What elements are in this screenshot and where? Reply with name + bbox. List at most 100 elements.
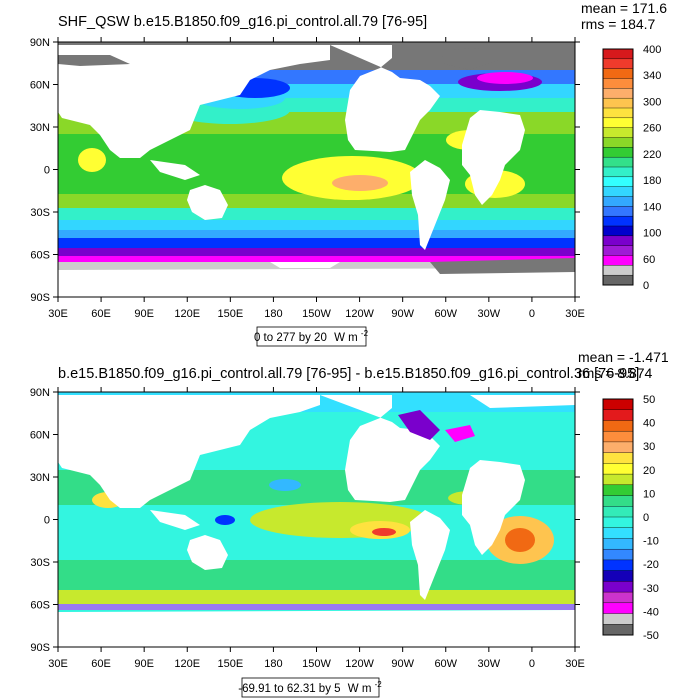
colorbar-swatch [602, 430, 634, 443]
panel-2-units-exp: -2 [375, 680, 383, 689]
panel-1-colorbar: 400 340 300 260 220 180 140 100 60 0 [602, 44, 661, 292]
lon-label: 90E [134, 308, 154, 320]
lon-label: 150E [217, 308, 243, 320]
panel-1-units: W m [334, 332, 358, 344]
lat-label: 60N [30, 80, 50, 92]
lon-label: 120E [174, 658, 200, 670]
lat-label: 30N [30, 472, 50, 484]
lat-label: 90S [30, 292, 50, 304]
panel-2-title: b.e15.B1850.f09_g16.pi_control.all.79 [7… [58, 366, 639, 382]
svg-text:-69.91 to 62.31 by 5 W: -69.91 to 62.31 by 5 W m -2 [238, 680, 382, 695]
lon-label: 0 [529, 658, 535, 670]
panel-2-range-box: -69.91 to 62.31 by 5 W m -2 [238, 677, 382, 698]
panel-1-range-box: 0 to 277 by 20 W m -2 [254, 326, 369, 347]
colorbar-swatch [602, 265, 634, 276]
colorbar-swatch [602, 117, 634, 129]
colorbar-swatch [602, 484, 634, 497]
colorbar-swatch [602, 506, 634, 518]
colorbar-swatch [602, 420, 634, 432]
colorbar-swatch [602, 137, 634, 148]
panel-1-map [58, 42, 575, 297]
lon-label: 150E [217, 658, 243, 670]
colorbar-swatch [602, 398, 634, 411]
colorbar-swatch [602, 48, 634, 60]
colorbar-label: 400 [643, 44, 661, 56]
colorbar-label: -20 [643, 559, 659, 571]
colorbar-label: 100 [643, 228, 661, 240]
colorbar-swatch [602, 591, 634, 604]
colorbar-swatch [602, 78, 634, 89]
lon-label: 120W [345, 658, 374, 670]
lon-label: 120W [345, 308, 374, 320]
lat-label: 60N [30, 430, 50, 442]
lon-label: 150W [302, 308, 331, 320]
colorbar-swatch [602, 107, 634, 119]
lon-label: 180 [264, 308, 282, 320]
colorbar-label: 180 [643, 175, 661, 187]
lon-label: 90W [391, 308, 414, 320]
colorbar-frame [602, 398, 634, 636]
lat-label: 60S [30, 250, 50, 262]
colorbar-label: -40 [643, 606, 659, 618]
colorbar-swatch [602, 441, 634, 454]
colorbar-label: 220 [643, 149, 661, 161]
colorbar-swatch [602, 452, 634, 464]
panel-2-units: W m [348, 683, 372, 695]
colorbar-label: -10 [643, 536, 659, 548]
colorbar-label: 30 [643, 441, 655, 453]
colorbar-swatch [602, 97, 634, 109]
lon-label: 30E [565, 308, 585, 320]
colorbar-frame [602, 48, 634, 286]
lon-label: 0 [529, 308, 535, 320]
panel-2-map [58, 392, 575, 647]
colorbar-swatch [602, 176, 634, 188]
lat-label: 90N [30, 387, 50, 399]
lat-label: 90S [30, 642, 50, 654]
colorbar-swatch [602, 495, 634, 507]
panel-2-mean: mean = -1.471 [578, 349, 669, 365]
colorbar-label: -30 [643, 583, 659, 595]
panel-1-rms: rms = 184.7 [581, 16, 656, 32]
panel-2-range-label: -69.91 to 62.31 by 5 [238, 683, 340, 695]
colorbar-swatch [602, 613, 634, 625]
colorbar-swatch [602, 570, 634, 582]
colorbar-swatch [602, 581, 634, 593]
colorbar-label: 50 [643, 394, 655, 406]
panel-1-units-exp: -2 [361, 329, 369, 338]
colorbar-swatch [602, 215, 634, 227]
colorbar-swatch [602, 473, 634, 486]
colorbar-label: 10 [643, 488, 655, 500]
colorbar-swatch [602, 516, 634, 529]
lon-label: 90E [134, 658, 154, 670]
panel-2-lon-axis: 30E 60E 90E 120E 150E 180 150W 120W 90W 60W 30W 0 30… [48, 387, 585, 670]
colorbar-label: 340 [643, 70, 661, 82]
colorbar-swatch [602, 68, 634, 79]
colorbar-label: 20 [643, 465, 655, 477]
panel-2-lat-axis: 90N 60N 30N 0 30S 60S 90S [30, 387, 580, 654]
colorbar-swatch [602, 409, 634, 421]
colorbar-swatch [602, 538, 634, 550]
panel-1-mean: mean = 171.6 [581, 0, 667, 16]
colorbar-swatch [602, 274, 634, 286]
colorbar-swatch [602, 166, 634, 178]
panel-1: SHF_QSW b.e15.B1850.f09_g16.pi_control.a… [30, 0, 667, 347]
colorbar-swatch [602, 88, 634, 99]
lat-label: 30S [30, 557, 50, 569]
lon-label: 30E [565, 658, 585, 670]
lat-label: 0 [44, 515, 50, 527]
lat-label: 30N [30, 122, 50, 134]
lon-label: 180 [264, 658, 282, 670]
panel-1-range-label: 0 to 277 by 20 [254, 332, 327, 344]
panel-1-title: SHF_QSW b.e15.B1850.f09_g16.pi_control.a… [58, 14, 427, 30]
lon-label: 60W [434, 658, 457, 670]
panel-2-rms: rms = 8.874 [578, 365, 653, 381]
colorbar-label: 140 [643, 201, 661, 213]
lon-label: 60E [91, 308, 111, 320]
lat-label: 30S [30, 207, 50, 219]
lon-label: 90W [391, 658, 414, 670]
colorbar-swatch [602, 147, 634, 158]
colorbar-swatch [602, 186, 634, 198]
lat-label: 90N [30, 37, 50, 49]
colorbar-label: 40 [643, 418, 655, 430]
lon-label: 60E [91, 658, 111, 670]
